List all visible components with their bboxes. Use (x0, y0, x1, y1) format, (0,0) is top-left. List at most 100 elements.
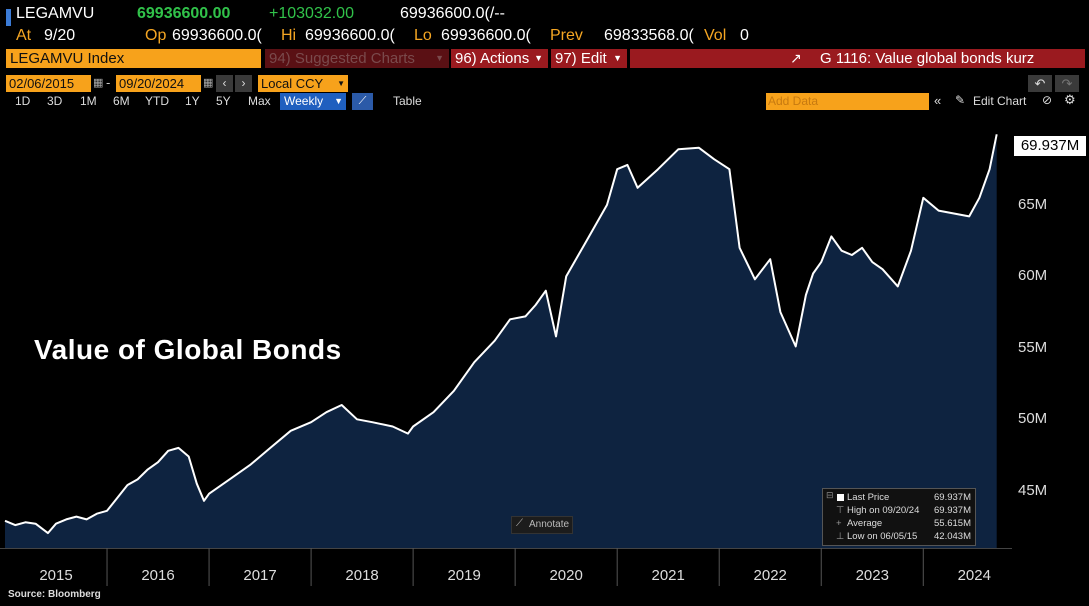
calendar-icon[interactable]: ▦ (203, 77, 214, 89)
actions-button[interactable]: 96) Actions ▼ (451, 49, 548, 68)
ticker-symbol[interactable]: LEGAMVU (16, 5, 95, 22)
add-data-input[interactable]: Add Data (766, 93, 929, 110)
last-value-label: 69.937M (1014, 136, 1086, 156)
undo-icon[interactable]: ↶ (1028, 75, 1052, 92)
range-tab-3d[interactable]: 3D (47, 94, 63, 108)
bid-ask: 69936600.0(/-- (400, 5, 505, 22)
high-value: 69936600.0( (305, 27, 395, 44)
legend-last-label: Last Price (847, 492, 890, 503)
ticker-marker (6, 9, 11, 26)
frequency-value: Weekly (284, 94, 324, 108)
edit-label: 97) Edit (555, 50, 607, 67)
x-tick-label: 2023 (855, 567, 889, 584)
caret-down-icon: ▼ (613, 53, 622, 63)
range-tab-max[interactable]: Max (248, 94, 271, 108)
collapse-icon[interactable]: « (934, 93, 942, 108)
y-tick-label: 60M (1018, 267, 1048, 285)
redo-icon[interactable]: ↷ (1055, 75, 1079, 92)
suggested-charts-button[interactable]: 94) Suggested Charts ▼ (265, 49, 449, 68)
launch-icon[interactable]: ↗ (790, 50, 802, 66)
legend-toggle-icon[interactable]: ⊟ (826, 490, 834, 500)
chevron-left-icon[interactable]: ‹ (216, 75, 233, 92)
volume-value: 0 (740, 27, 749, 44)
calendar-icon[interactable]: ▦ (93, 77, 104, 89)
security-field[interactable]: LEGAMVU Index (6, 49, 261, 68)
open-value: 69936600.0( (172, 27, 262, 44)
edit-chart-button[interactable]: Edit Chart (973, 94, 1027, 108)
low-value: 69936600.0( (441, 27, 531, 44)
caret-down-icon: ▼ (334, 96, 343, 106)
range-tab-6m[interactable]: 6M (113, 94, 130, 108)
last-price-swatch (837, 494, 844, 501)
annotate-button[interactable]: ⟋ Annotate (511, 516, 573, 534)
open-label: Op (145, 27, 167, 44)
edit-button[interactable]: 97) Edit ▼ (551, 49, 627, 68)
caret-down-icon: ▼ (534, 53, 543, 63)
series-area (5, 134, 997, 549)
at-value: 9/20 (44, 27, 76, 44)
end-date: 09/20/2024 (119, 76, 185, 91)
security-name: LEGAMVU Index (10, 50, 125, 67)
x-tick-label: 2016 (141, 567, 175, 584)
start-date-field[interactable]: 02/06/2015 (6, 75, 91, 92)
range-tab-5y[interactable]: 5Y (216, 94, 231, 108)
series-line[interactable] (4, 134, 998, 535)
actions-label: 96) Actions (455, 50, 530, 67)
date-range-bar: 02/06/2015 ▦ - 09/20/2024 ▦ ‹ › Local CC… (0, 74, 1089, 93)
at-label: At (16, 27, 32, 44)
x-tick-label: 2021 (651, 567, 685, 584)
x-tick-label: 2018 (345, 567, 379, 584)
chevron-right-icon[interactable]: › (235, 75, 252, 92)
range-tab-1d[interactable]: 1D (15, 94, 31, 108)
legend-last-value: 69.937M (934, 492, 971, 503)
low-marker-icon: ⊥ (836, 531, 845, 542)
legend-row-low: ⊥ Low on 06/05/15 42.043M (823, 531, 975, 543)
pencil-icon: ✎ (955, 93, 966, 107)
legend-average-label: Average (847, 518, 883, 529)
legend-row-average: + Average 55.615M (823, 518, 975, 530)
high-marker-icon: ⊤ (836, 505, 845, 516)
range-toolbar: 1D 3D 1M 6M YTD 1Y 5Y Max Weekly ▼ ⟋ Tab… (0, 92, 1089, 111)
chart-legend: ⊟ Last Price 69.937M ⊤ High on 09/20/24 … (822, 488, 976, 546)
line-chart-icon[interactable]: ⟋ (352, 93, 373, 110)
x-axis-line (0, 548, 1012, 549)
gear-icon[interactable]: ⚙ (1064, 92, 1076, 107)
legend-row-high: ⊤ High on 09/20/24 69.937M (823, 505, 975, 517)
range-tab-1y[interactable]: 1Y (185, 94, 200, 108)
x-tick-label: 2024 (957, 567, 991, 584)
quote-line: LEGAMVU 69936600.00 +103032.00 69936600.… (0, 4, 1089, 26)
caret-down-icon: ▼ (435, 53, 444, 63)
range-tab-1m[interactable]: 1M (80, 94, 97, 108)
x-tick-label: 2020 (549, 567, 583, 584)
source-note: Source: Bloomberg (8, 589, 101, 600)
low-label: Lo (414, 27, 432, 44)
chart-title-bar: ↗ G 1116: Value global bonds kurz (630, 49, 1085, 68)
add-data-placeholder: Add Data (768, 94, 819, 108)
prev-value: 69833568.0( (604, 27, 694, 44)
y-tick-label: 45M (1018, 481, 1048, 499)
end-date-field[interactable]: 09/20/2024 (116, 75, 201, 92)
start-date: 02/06/2015 (9, 76, 75, 91)
currency-select[interactable]: Local CCY ▼ (258, 75, 348, 92)
legend-low-label: Low on 06/05/15 (847, 531, 918, 542)
annotate-label: Annotate (529, 519, 570, 530)
legend-average-value: 55.615M (934, 518, 971, 529)
ohlc-line: At 9/20 Op 69936600.0( Hi 69936600.0( Lo… (0, 26, 1089, 46)
legend-high-label: High on 09/20/24 (847, 505, 920, 516)
draw-icon[interactable]: ⊘ (1042, 93, 1053, 107)
range-tab-ytd[interactable]: YTD (145, 94, 169, 108)
table-button[interactable]: Table (393, 94, 422, 108)
date-separator: - (106, 75, 111, 90)
chart-title: G 1116: Value global bonds kurz (820, 50, 1035, 67)
pencil-icon: ⟋ (516, 518, 523, 529)
legend-low-value: 42.043M (934, 531, 971, 542)
net-change: +103032.00 (269, 5, 354, 22)
overlay-title: Value of Global Bonds (34, 334, 342, 365)
x-tick-label: 2017 (243, 567, 277, 584)
legend-row-last: Last Price 69.937M (823, 492, 975, 504)
suggested-charts-label: 94) Suggested Charts (269, 50, 415, 67)
prev-label: Prev (550, 27, 583, 44)
last-price: 69936600.00 (137, 5, 231, 22)
frequency-select[interactable]: Weekly ▼ (280, 93, 346, 110)
